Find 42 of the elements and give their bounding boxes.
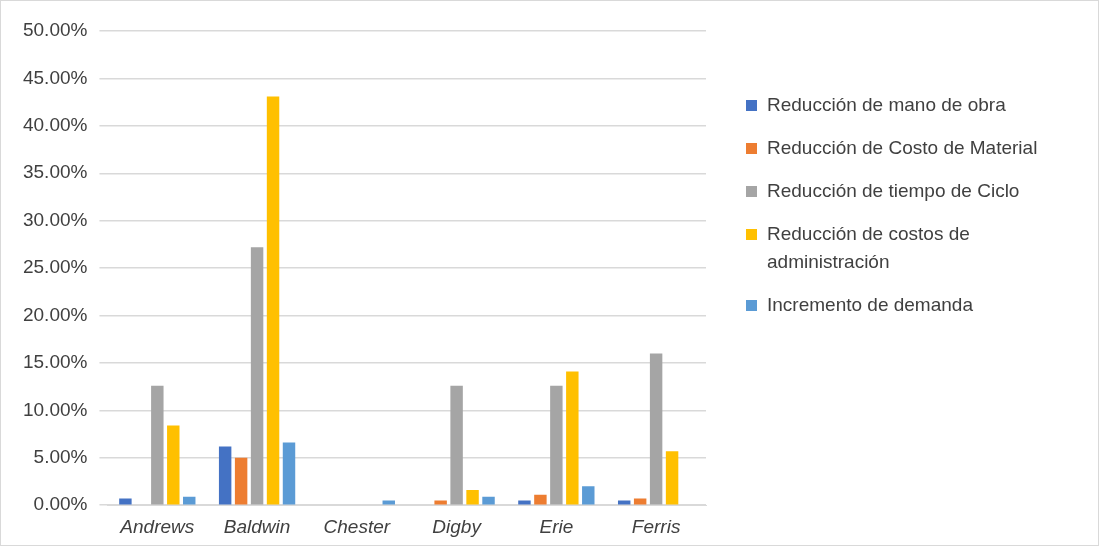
x-tick-label: Erie [539,515,574,537]
bar [382,500,395,505]
bar [218,446,232,505]
y-tick-label: 50.00% [22,19,88,41]
y-tick-label: 25.00% [22,256,88,278]
bar [234,457,248,505]
y-tick-label: 30.00% [22,208,88,230]
x-tick-label: Andrews [119,515,195,537]
x-tick-label: Ferris [631,515,681,537]
bar [167,425,180,505]
legend-label: Incremento de demanda [767,293,973,317]
legend-label: Reducción de tiempo de Ciclo [767,179,1020,203]
bar [450,385,463,505]
bar [582,486,595,505]
bar [434,500,447,505]
x-tick-label: Digby [432,515,483,537]
bar [482,496,495,505]
y-tick-label: 0.00% [33,493,88,515]
bar [151,385,164,505]
y-tick-label: 5.00% [33,446,88,468]
legend-label: Reducción de costos de administración [767,222,971,274]
bar [649,353,663,505]
bar [250,247,264,505]
x-tick-label: Baldwin [223,515,291,537]
bar [617,500,631,505]
bar [665,451,679,505]
y-tick-label: 15.00% [22,351,88,373]
bar [518,500,531,505]
bar [566,371,579,505]
bar [266,96,280,505]
bar [534,494,547,505]
legend-label: Reducción de mano de obra [767,93,1006,117]
legend-label: Reducción de Costo de Material [767,136,1038,160]
bar [550,385,563,505]
y-tick-label: 10.00% [22,398,88,420]
y-tick-label: 35.00% [22,161,88,183]
y-tick-label: 45.00% [22,66,88,88]
x-tick-label: Chester [323,515,391,537]
y-tick-label: 40.00% [22,114,88,136]
y-tick-label: 20.00% [22,303,88,325]
bar [466,490,479,505]
bar [282,442,296,505]
